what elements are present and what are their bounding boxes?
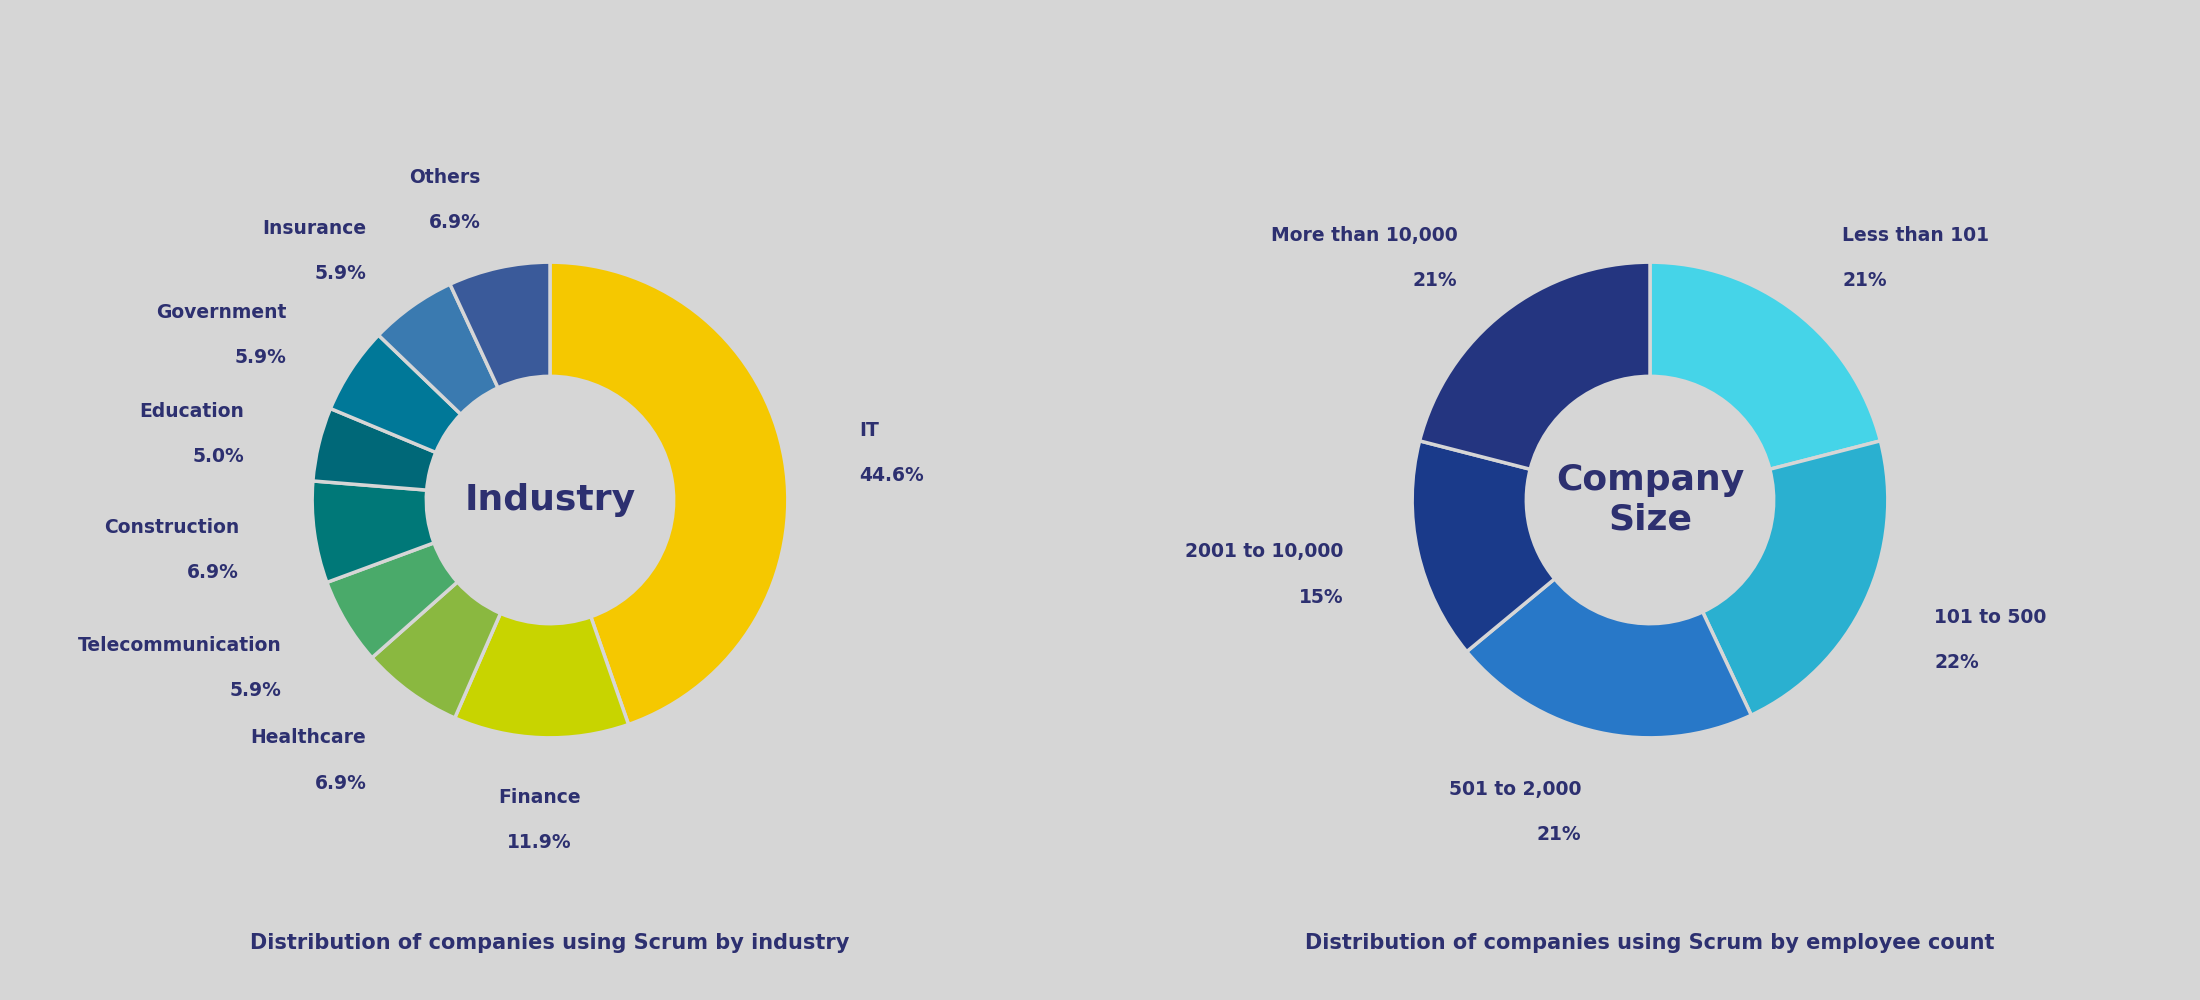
Text: 6.9%: 6.9% (429, 213, 480, 232)
Wedge shape (1650, 262, 1881, 469)
Wedge shape (1412, 441, 1555, 652)
Text: 5.9%: 5.9% (315, 264, 365, 283)
Text: 101 to 500: 101 to 500 (1934, 608, 2046, 627)
Wedge shape (455, 613, 629, 738)
Wedge shape (312, 409, 436, 490)
Wedge shape (1703, 441, 1888, 715)
Text: 2001 to 10,000: 2001 to 10,000 (1186, 542, 1344, 561)
Text: 44.6%: 44.6% (860, 466, 924, 485)
Text: IT: IT (860, 421, 880, 440)
Wedge shape (378, 284, 497, 414)
Text: 21%: 21% (1538, 825, 1582, 844)
Text: 5.9%: 5.9% (229, 681, 282, 700)
Text: 22%: 22% (1934, 653, 1978, 672)
Text: Healthcare: Healthcare (251, 728, 365, 747)
Text: More than 10,000: More than 10,000 (1272, 226, 1459, 245)
Text: Less than 101: Less than 101 (1841, 226, 1989, 245)
Text: Distribution of companies using Scrum by employee count: Distribution of companies using Scrum by… (1305, 933, 1995, 953)
Wedge shape (330, 335, 460, 452)
Text: Education: Education (139, 402, 244, 421)
Text: Industry: Industry (464, 483, 636, 517)
Text: 5.9%: 5.9% (235, 348, 286, 367)
Circle shape (427, 376, 673, 624)
Text: Insurance: Insurance (262, 219, 365, 238)
Wedge shape (1419, 262, 1650, 469)
Wedge shape (1467, 579, 1751, 738)
Wedge shape (451, 262, 550, 388)
Wedge shape (372, 582, 499, 718)
Text: 5.0%: 5.0% (194, 447, 244, 466)
Text: Construction: Construction (103, 518, 240, 537)
Text: Government: Government (156, 303, 286, 322)
Text: Finance: Finance (497, 788, 581, 807)
Text: 21%: 21% (1412, 271, 1459, 290)
Text: Company
Size: Company Size (1555, 463, 1745, 537)
Text: 15%: 15% (1298, 588, 1344, 607)
Circle shape (1527, 376, 1773, 624)
Text: Others: Others (409, 168, 480, 187)
Wedge shape (550, 262, 788, 724)
Text: 21%: 21% (1841, 271, 1888, 290)
Text: 6.9%: 6.9% (315, 774, 365, 793)
Text: 6.9%: 6.9% (187, 563, 240, 582)
Text: Distribution of companies using Scrum by industry: Distribution of companies using Scrum by… (251, 933, 849, 953)
Text: Telecommunication: Telecommunication (77, 636, 282, 655)
Wedge shape (312, 481, 433, 582)
Text: 11.9%: 11.9% (506, 833, 572, 852)
Wedge shape (328, 543, 458, 658)
Text: 501 to 2,000: 501 to 2,000 (1450, 780, 1582, 799)
